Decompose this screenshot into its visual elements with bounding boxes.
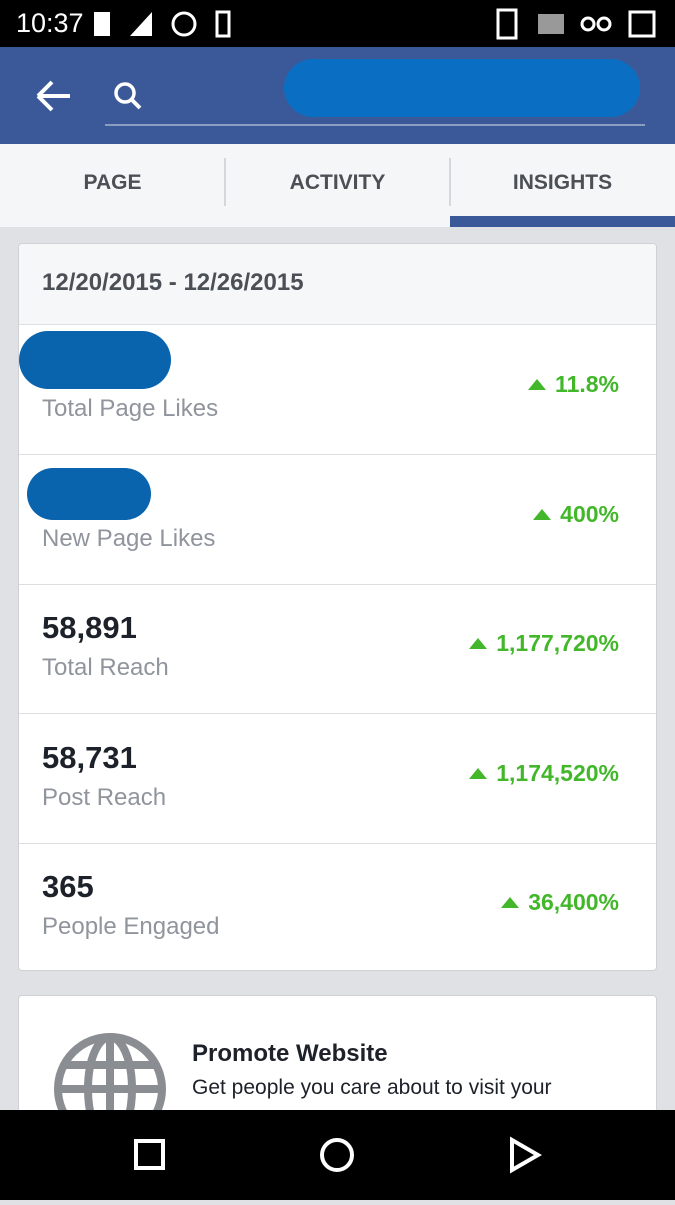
home-button[interactable] (320, 1138, 354, 1172)
search-field[interactable] (105, 124, 645, 126)
tab[interactable]: PAGE (83, 171, 142, 194)
metric-change: 1,177,720% (469, 630, 619, 657)
metric-label: Total Reach (42, 654, 169, 681)
metric-label: New Page Likes (42, 524, 216, 552)
metric-label: People Engaged (42, 913, 220, 940)
metric-row: New Page Likes 400% (19, 455, 656, 585)
metric-value: 58,891 (42, 610, 137, 645)
tab-indicator (450, 216, 675, 227)
notification-icons (496, 8, 656, 40)
change-text: 1,174,520% (496, 759, 619, 786)
up-arrow (528, 379, 547, 390)
metric-value: 365 (42, 869, 94, 904)
change-text: 36,400% (528, 889, 619, 915)
metric-row: Total Page Likes 11.8% (19, 325, 656, 455)
tab-separator (449, 158, 451, 206)
app-header (0, 47, 675, 144)
up-arrow (533, 508, 552, 520)
promo-text: Get people you care about to visit your (192, 1076, 552, 1099)
metric-row: 58,891 Total Reach 1,177,720% (19, 584, 656, 714)
back-button[interactable] (34, 79, 74, 113)
metric-change: 11.8% (528, 371, 619, 398)
status-icons (94, 10, 231, 38)
change-text: 400% (560, 500, 619, 527)
nav-bar (0, 1110, 675, 1200)
metric-row: 365 People Engaged 36,400% (19, 843, 656, 970)
metric-change: 400% (533, 501, 619, 528)
up-arrow (469, 767, 488, 779)
globe-icon (54, 1033, 166, 1120)
metric-label: Total Page Likes (42, 395, 219, 422)
insights-card: 12/20/2015 - 12/26/2015 Total Page Likes… (18, 243, 657, 971)
date-range: 12/20/2015 - 12/26/2015 (42, 269, 304, 296)
tab-separator (224, 158, 226, 206)
redaction (19, 331, 171, 389)
nav-buttons (134, 1136, 543, 1174)
tab[interactable]: ACTIVITY (289, 171, 386, 194)
redaction (284, 59, 640, 117)
metric-label: Post Reach (42, 783, 167, 811)
tab-bar: PAGE ACTIVITY INSIGHTS (0, 144, 675, 227)
up-arrow (469, 638, 488, 649)
tab-active[interactable]: INSIGHTS (512, 171, 613, 194)
search-icon (114, 82, 142, 110)
change-text: 11.8% (555, 371, 619, 397)
metric-change: 36,400% (501, 889, 619, 916)
metric-value: 58,731 (42, 739, 137, 775)
up-arrow (501, 897, 520, 908)
metric-change: 1,174,520% (469, 760, 619, 787)
metric-row: 58,731 Post Reach 1,174,520% (19, 714, 656, 844)
change-text: 1,177,720% (496, 630, 619, 656)
back-nav-button[interactable] (510, 1136, 543, 1174)
recents-button[interactable] (134, 1139, 165, 1170)
promo-title: Promote Website (192, 1040, 388, 1067)
card-header: 12/20/2015 - 12/26/2015 (19, 244, 656, 325)
clock: 10:37 (16, 8, 84, 38)
status-bar: 10:37 (0, 0, 675, 47)
redaction (27, 467, 151, 520)
